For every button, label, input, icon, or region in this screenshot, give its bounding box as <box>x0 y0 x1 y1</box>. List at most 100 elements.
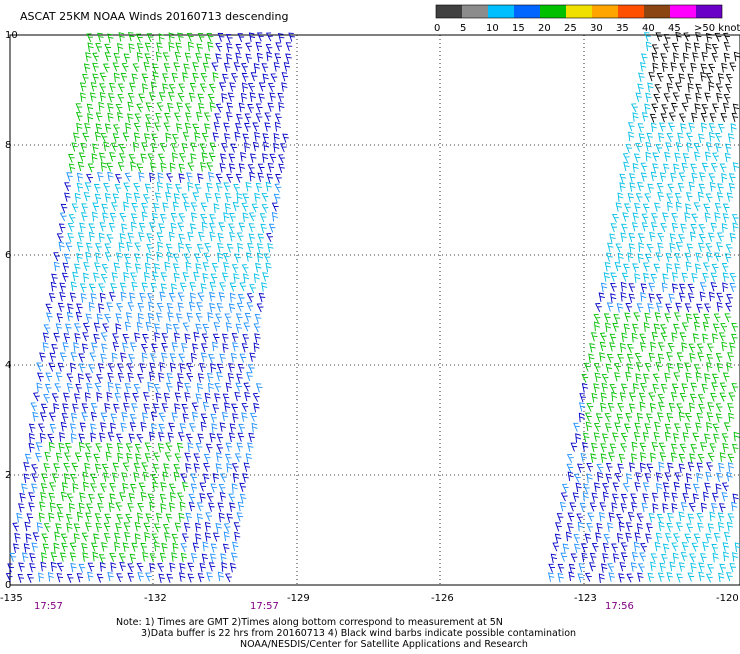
wind-barb <box>145 533 150 542</box>
wind-barb <box>136 454 142 463</box>
wind-barb <box>557 514 563 522</box>
wind-barb <box>160 363 165 372</box>
wind-barb <box>75 264 81 273</box>
wind-barb <box>86 53 92 62</box>
wind-barb <box>708 524 714 533</box>
wind-barb <box>594 384 600 393</box>
wind-barb <box>274 134 279 143</box>
wind-barb <box>217 445 223 453</box>
wind-barb <box>694 203 700 211</box>
wind-barb <box>235 393 241 402</box>
wind-barb <box>87 504 93 512</box>
wind-barb <box>243 335 249 343</box>
wind-barb <box>605 414 611 422</box>
wind-barb <box>693 494 699 503</box>
wind-barb <box>717 303 723 312</box>
legend-swatch <box>462 5 488 18</box>
wind-barb <box>160 143 166 151</box>
wind-barb <box>85 64 91 73</box>
wind-barb <box>81 284 87 292</box>
wind-barb <box>595 322 600 331</box>
wind-barb <box>148 294 154 302</box>
wind-barb <box>586 422 592 431</box>
wind-barb <box>215 114 221 122</box>
wind-barb <box>725 423 731 431</box>
wind-barb <box>666 143 672 151</box>
wind-barb <box>210 434 216 443</box>
wind-barb <box>128 573 134 582</box>
wind-barb <box>195 185 201 193</box>
wind-barb <box>238 233 244 241</box>
wind-barb <box>162 353 168 362</box>
wind-barb <box>690 403 696 412</box>
wind-barb <box>680 293 686 302</box>
wind-barb <box>723 444 729 453</box>
wind-barb <box>597 464 603 472</box>
wind-barb <box>98 173 104 182</box>
wind-barb <box>658 354 664 363</box>
wind-barb <box>651 274 657 282</box>
wind-barb <box>72 204 78 212</box>
wind-barb <box>71 475 77 483</box>
wind-barb <box>115 533 121 542</box>
wind-barb <box>656 145 662 153</box>
wind-barb <box>85 183 91 191</box>
wind-barb <box>690 354 696 363</box>
wind-barb <box>568 454 574 462</box>
wind-barb <box>63 263 69 272</box>
wind-barb <box>151 82 157 91</box>
wind-barb <box>66 444 72 452</box>
wind-barb <box>179 164 185 173</box>
wind-barb <box>675 264 681 273</box>
y-tick-label-8: 8 <box>5 140 11 151</box>
wind-barb <box>702 53 708 62</box>
wind-barb <box>171 223 177 232</box>
wind-barb <box>582 374 588 382</box>
wind-barb <box>223 74 229 83</box>
wind-barb <box>266 183 272 192</box>
wind-barb <box>97 375 103 383</box>
wind-barb <box>62 414 68 423</box>
wind-barb <box>93 63 99 71</box>
x-tick-label-120: -120 <box>716 593 739 604</box>
wind-barb <box>87 384 93 393</box>
wind-barb <box>722 174 727 183</box>
wind-barb <box>178 493 184 501</box>
wind-barb <box>656 33 662 41</box>
wind-barb <box>132 74 138 83</box>
wind-barb <box>120 154 126 162</box>
wind-barb <box>61 204 67 212</box>
wind-barb <box>81 93 87 102</box>
wind-barb <box>676 83 682 91</box>
wind-barb <box>213 73 218 82</box>
wind-barb <box>734 432 739 441</box>
wind-barb <box>208 42 214 51</box>
x-tick-label-123: -123 <box>574 593 597 604</box>
wind-barb <box>640 393 646 401</box>
wind-barb <box>121 292 126 301</box>
wind-barb <box>95 383 101 391</box>
wind-barb <box>622 433 628 441</box>
wind-barb <box>193 124 199 132</box>
wind-barb <box>652 104 658 112</box>
wind-barb <box>68 304 74 313</box>
wind-barb <box>197 384 203 393</box>
wind-barb <box>616 203 622 212</box>
wind-barb <box>618 534 624 543</box>
wind-barb <box>625 204 631 212</box>
wind-barb <box>62 492 68 501</box>
wind-barb <box>72 143 78 152</box>
wind-barb <box>667 264 672 273</box>
wind-barb <box>87 104 93 113</box>
wind-barb <box>168 103 174 112</box>
wind-barb <box>593 543 599 551</box>
wind-barb <box>651 114 657 122</box>
wind-barb <box>30 554 36 563</box>
wind-barb <box>709 124 715 132</box>
wind-barb <box>705 483 711 492</box>
wind-barb <box>255 194 260 203</box>
wind-barb <box>163 74 169 82</box>
wind-barb <box>698 523 704 532</box>
wind-barb <box>733 104 739 113</box>
wind-barb <box>190 93 196 102</box>
